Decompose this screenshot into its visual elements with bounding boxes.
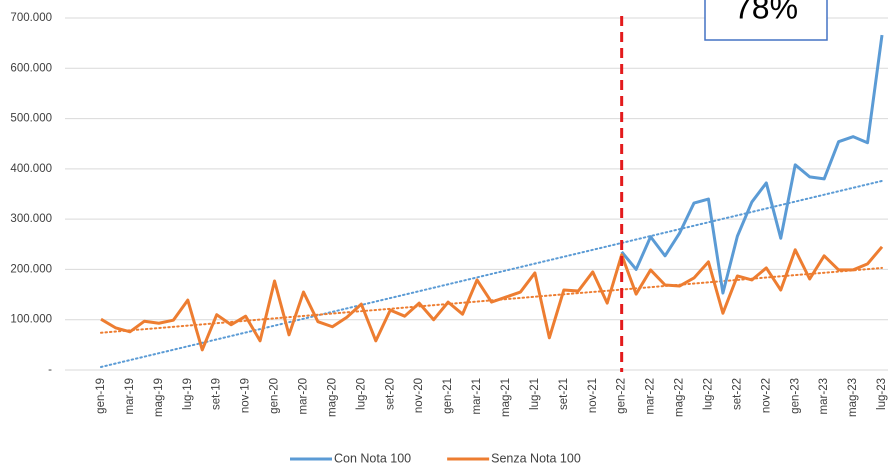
- y-tick-label: 400.000: [10, 163, 52, 175]
- x-tick-label: mar-22: [645, 378, 657, 414]
- x-tick-label: gen-20: [269, 378, 281, 414]
- legend-label: Senza Nota 100: [491, 451, 581, 465]
- x-tick-label: set-19: [211, 378, 223, 410]
- y-tick-label: 100.000: [10, 314, 52, 326]
- x-tick-label: mar-20: [298, 378, 310, 414]
- x-tick-label: mar-21: [471, 378, 483, 414]
- x-tick-label: nov-22: [760, 378, 772, 413]
- series-line: [620, 34, 884, 295]
- x-tick-label: mar-23: [818, 378, 830, 414]
- legend-label: Con Nota 100: [334, 451, 411, 465]
- y-tick-label: 200.000: [10, 263, 52, 275]
- x-tick-label: nov-19: [240, 378, 252, 413]
- y-tick-label: 500.000: [10, 113, 52, 125]
- x-tick-label: set-22: [731, 378, 743, 410]
- y-tick-label: 700.000: [10, 12, 52, 24]
- x-tick-label: mar-19: [124, 378, 136, 414]
- x-tick-label: lug-19: [182, 378, 194, 410]
- x-tick-label: gen-21: [442, 378, 454, 414]
- x-tick-label: nov-20: [413, 378, 425, 413]
- annotation-box: [704, 0, 828, 41]
- x-tick-label: lug-20: [355, 378, 367, 410]
- y-tick-label: 600.000: [10, 62, 52, 74]
- x-tick-label: mag-20: [326, 378, 338, 417]
- x-tick-label: lug-21: [529, 378, 541, 410]
- x-tick-label: mag-21: [500, 378, 512, 417]
- y-tick-label: 300.000: [10, 213, 52, 225]
- x-tick-label: set-20: [384, 378, 396, 410]
- x-tick-label: nov-21: [587, 378, 599, 413]
- x-tick-label: set-21: [558, 378, 570, 410]
- x-tick-label: gen-22: [616, 378, 628, 414]
- x-tick-label: mag-23: [847, 378, 859, 417]
- x-tick-label: lug-22: [702, 378, 714, 410]
- x-tick-label: lug-23: [876, 378, 888, 410]
- x-tick-label: gen-23: [789, 378, 801, 414]
- series-line: [100, 245, 884, 352]
- plot: - 100.000 200.000 300.000 400.000 500.000 600.…: [10, 12, 888, 465]
- x-tick-label: gen-19: [95, 378, 107, 414]
- x-tick-label: mag-19: [153, 378, 165, 417]
- x-tick-label: mag-22: [674, 378, 686, 417]
- annotation: 78%: [734, 0, 798, 25]
- y-tick-label: -: [48, 364, 52, 376]
- trendline: [100, 179, 883, 368]
